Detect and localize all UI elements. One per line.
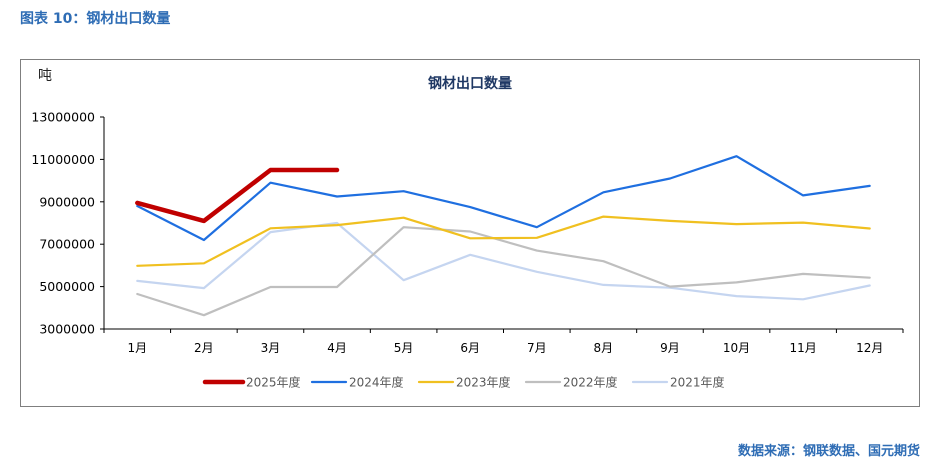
source-note: 数据来源：钢联数据、国元期货 [737,444,920,459]
series-line-2024年度 [136,155,871,242]
y-tick-label: 3000000 [39,322,95,337]
axes: 3000000 5000000 7000000 9000000 11000000 1300… [31,110,904,355]
y-tick-label: 7000000 [39,237,95,252]
series-line-2025年度 [135,167,340,224]
y-tick-label: 13000000 [31,110,95,125]
x-tick-label: 10月 [723,341,750,355]
figure-caption: 图表 10：钢材出口数量 [20,11,171,27]
y-tick-label: 9000000 [39,194,95,209]
x-tick-label: 8月 [594,341,614,355]
chart-frame [20,59,920,407]
x-tick-label: 6月 [460,341,480,355]
series-line-2022年度 [136,226,871,317]
series-lines [135,155,871,317]
x-tick-label: 2月 [194,341,214,355]
x-tick-label: 9月 [660,341,680,355]
x-tick-label: 1月 [127,341,147,355]
x-tick-label: 11月 [789,341,816,355]
series-line-2023年度 [136,215,871,267]
legend-label: 2022年度 [563,375,618,390]
y-tick-label: 5000000 [39,279,95,294]
legend-label: 2024年度 [349,375,404,390]
x-tick-label: 3月 [261,341,281,355]
legend-label: 2025年度 [246,375,301,390]
x-tick-label: 4月 [327,341,347,355]
legend: 2025年度 2024年度 2023年度 2022年度 2021年度 [202,375,725,390]
x-tick-label: 5月 [394,341,414,355]
x-tick-label: 12月 [856,341,883,355]
legend-label: 2021年度 [670,375,725,390]
chart-title: 钢材出口数量 [428,75,512,92]
legend-label: 2023年度 [456,375,511,390]
y-axis-unit-label: 吨 [38,68,52,84]
series-line-2021年度 [136,221,871,301]
x-tick-label: 7月 [527,341,547,355]
y-tick-label: 11000000 [31,152,95,167]
